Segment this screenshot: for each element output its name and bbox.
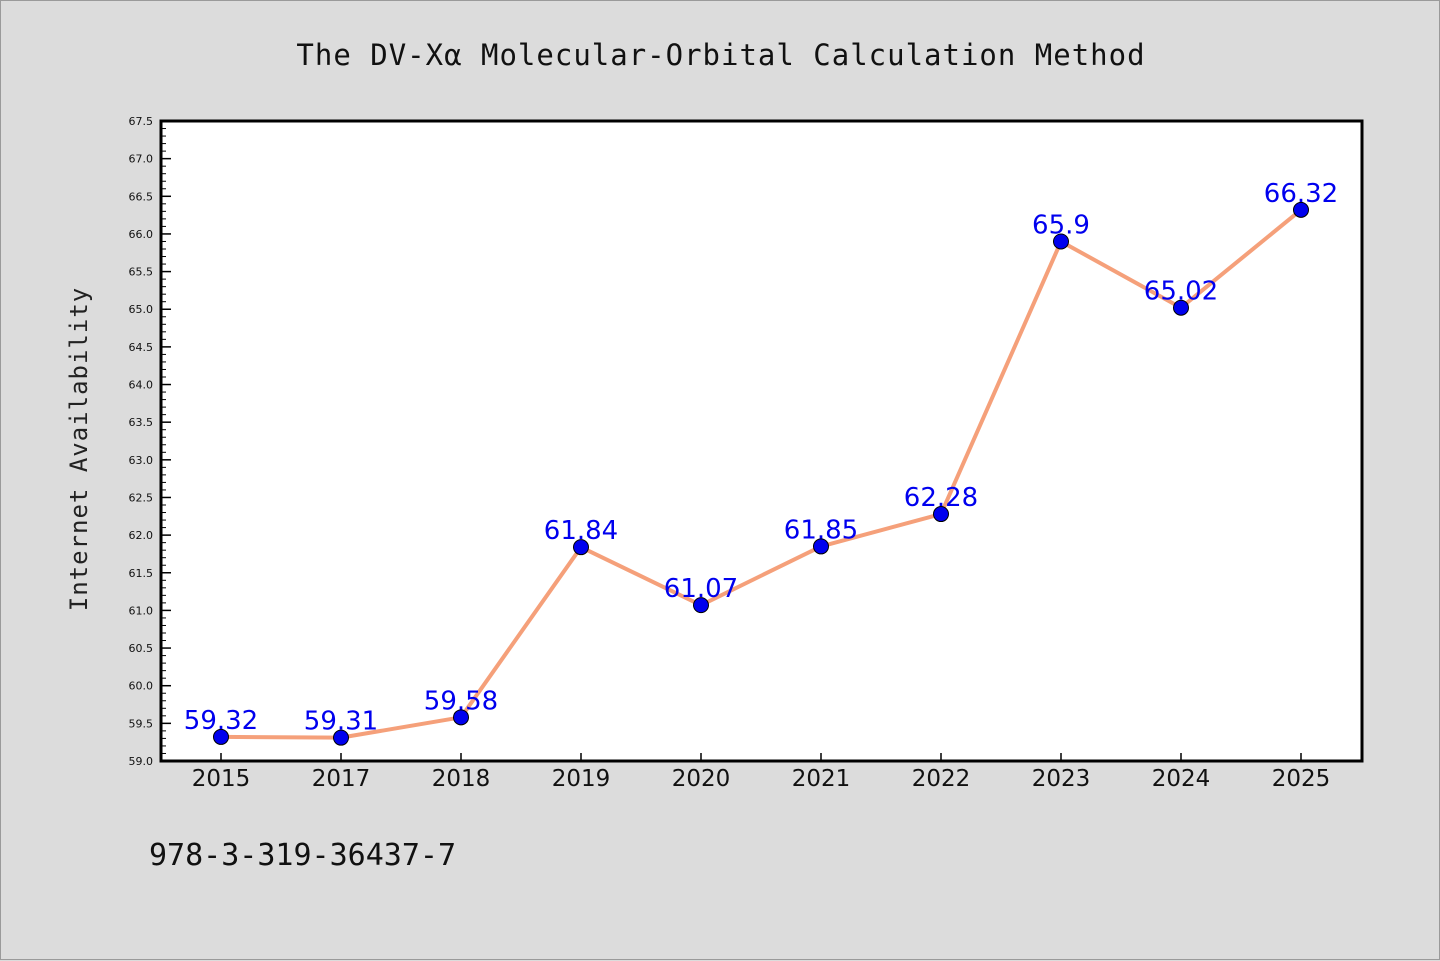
x-tick-label: 2019 [552, 766, 611, 792]
y-tick-label: 62.0 [129, 529, 154, 542]
y-tick-label: 62.5 [129, 491, 154, 504]
y-tick-label: 66.0 [129, 228, 154, 241]
x-axis-ticks: 2015 2017 2018 2019 2020 2021 2022 2023 2024 2025 [192, 753, 1331, 792]
y-tick-label: 64.0 [129, 379, 154, 392]
y-axis-label: Internet Availability [65, 287, 93, 611]
y-tick-label: 60.5 [129, 642, 154, 655]
data-point [693, 597, 709, 614]
y-tick-label: 60.0 [129, 680, 154, 693]
y-tick-label: 64.5 [129, 341, 154, 354]
y-tick-label: 66.5 [129, 190, 154, 203]
data-point [1053, 233, 1069, 250]
data-point [813, 538, 829, 555]
plot-area [159, 119, 1364, 763]
y-tick-label: 59.0 [129, 755, 154, 768]
x-tick-label: 2024 [1152, 766, 1211, 792]
data-label: 62.28 [904, 483, 978, 513]
data-label: 65.02 [1144, 277, 1218, 307]
x-tick-label: 2022 [912, 766, 971, 792]
data-label: 65.9 [1032, 210, 1090, 240]
y-tick-label: 67.0 [129, 153, 154, 166]
x-tick-label: 2020 [672, 766, 731, 792]
data-label: 61.85 [784, 515, 858, 545]
x-tick-label: 2021 [792, 766, 851, 792]
y-tick-label: 67.5 [129, 115, 154, 128]
chart-title: The DV-Xα Molecular-Orbital Calculation … [296, 38, 1145, 72]
footer-isbn: 978-3-319-36437-7 [149, 838, 456, 873]
data-label: 59.31 [304, 707, 378, 737]
y-tick-label: 63.5 [129, 416, 154, 429]
data-point [213, 728, 229, 745]
data-point [933, 506, 949, 523]
y-tick-label: 65.0 [129, 303, 154, 316]
data-point [573, 539, 589, 556]
data-point [1173, 299, 1189, 316]
x-tick-label: 2025 [1272, 766, 1331, 792]
series-line [219, 207, 1303, 740]
x-tick-label: 2023 [1032, 766, 1091, 792]
data-point [453, 709, 469, 726]
data-labels: 59.32 59.31 59.58 61.84 61.07 61.85 62.28 65.9 6… [184, 179, 1338, 737]
x-tick-label: 2017 [312, 766, 371, 792]
series-line-group [219, 207, 1303, 740]
data-label: 61.84 [544, 516, 618, 546]
data-label: 66.32 [1264, 179, 1338, 209]
x-tick-label: 2015 [192, 766, 251, 792]
y-tick-label: 63.0 [129, 454, 154, 467]
data-point [333, 729, 349, 746]
data-markers [213, 201, 1309, 746]
y-axis-ticks: 59.0 59.5 60.0 60.5 61.0 61.5 62.0 62.5 63.0 63.5… [129, 115, 171, 768]
y-tick-label: 61.5 [129, 567, 154, 580]
y-tick-label: 61.0 [129, 604, 154, 617]
data-label: 61.07 [664, 574, 738, 604]
x-tick-label: 2018 [432, 766, 491, 792]
data-label: 59.58 [424, 686, 498, 716]
data-label: 59.32 [184, 706, 258, 736]
y-tick-label: 59.5 [129, 717, 154, 730]
data-point [1293, 201, 1309, 218]
y-tick-label: 65.5 [129, 266, 154, 279]
